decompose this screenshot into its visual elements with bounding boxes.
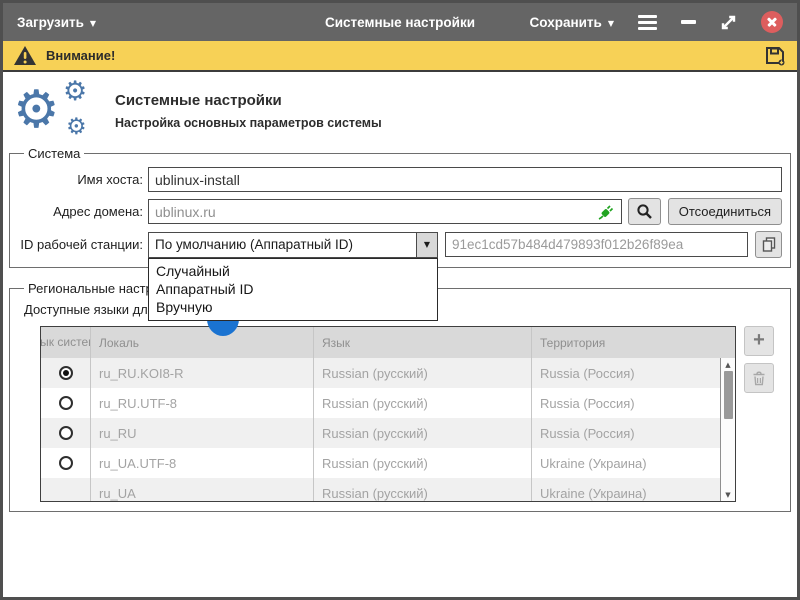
territory-cell: Russia (Россия) — [540, 395, 635, 411]
system-legend: Система — [28, 146, 81, 161]
copy-id-button[interactable] — [755, 231, 782, 258]
locale-radio[interactable] — [58, 396, 73, 410]
maximize-button[interactable] — [720, 14, 737, 31]
chevron-down-icon[interactable]: ▼ — [416, 232, 437, 257]
save-file-button[interactable] — [763, 44, 787, 68]
system-fieldset: Система Имя хоста: Адрес домена: — [9, 146, 791, 321]
table-row[interactable]: ru_RU.KOI8-R Russian (русский) Russia (Р… — [41, 358, 735, 388]
dropdown-option-random[interactable]: Случайный — [156, 262, 230, 279]
load-menu-label: Загрузить — [17, 14, 84, 30]
workstation-id-combobox[interactable]: По умолчанию (Аппаратный ID) ▼ Случайный… — [148, 231, 438, 321]
locale-radio[interactable] — [58, 456, 73, 470]
page-header: ⚙ ⚙ ⚙ Системные настройки Настройка осно… — [3, 76, 797, 146]
scroll-thumb[interactable] — [723, 371, 733, 419]
table-row[interactable]: ru_UA.UTF-8 Russian (русский) Ukraine (У… — [41, 448, 735, 478]
gear-icon: ⚙ — [63, 76, 88, 107]
locale-cell: ru_UA.UTF-8 — [91, 448, 314, 478]
dropdown-option-manual[interactable]: Вручную — [156, 298, 213, 315]
hardware-id-input[interactable] — [445, 232, 748, 257]
locale-radio[interactable] — [58, 426, 73, 440]
add-locale-button[interactable]: + — [744, 326, 774, 356]
locales-table: Язык системы Локаль Язык Территория ru_R… — [40, 326, 736, 502]
chevron-down-icon: ▼ — [607, 18, 614, 28]
copy-icon — [762, 237, 775, 252]
hostname-label: Имя хоста: — [77, 172, 143, 187]
territory-cell: Russia (Россия) — [540, 365, 635, 381]
locale-radio-selected[interactable] — [58, 366, 73, 380]
warning-text: Внимание! — [46, 48, 116, 63]
scroll-up-button[interactable]: ▲ — [725, 361, 731, 369]
language-cell: Russian (русский) — [314, 478, 532, 501]
plus-icon: + — [753, 329, 765, 351]
territory-cell: Ukraine (Украина) — [540, 485, 647, 501]
minimize-button[interactable] — [681, 20, 696, 24]
col-header-territory: Территория — [540, 335, 606, 350]
close-button[interactable] — [761, 11, 783, 33]
load-menu-button[interactable]: Загрузить ▼ — [17, 15, 96, 30]
disconnect-button[interactable]: Отсоединиться — [667, 198, 782, 225]
language-cell: Russian (русский) — [314, 418, 532, 448]
col-header-locale: Локаль — [91, 327, 314, 358]
scroll-down-button[interactable]: ▼ — [725, 491, 731, 499]
locale-cell: ru_RU — [91, 418, 314, 448]
territory-cell: Ukraine (Украина) — [540, 455, 647, 471]
search-domain-button[interactable] — [627, 198, 661, 225]
workstation-id-dropdown: Случайный Аппаратный ID Вручную — [148, 257, 438, 321]
combobox-value: По умолчанию (Аппаратный ID) — [155, 236, 354, 252]
table-row[interactable]: ru_RU Russian (русский) Russia (Россия) — [41, 418, 735, 448]
gears-app-icon: ⚙ ⚙ ⚙ — [11, 76, 103, 142]
workstation-id-label: ID рабочей станции: — [20, 237, 143, 252]
titlebar: Загрузить ▼ Системные настройки Сохранит… — [3, 3, 797, 41]
page-subtitle: Настройка основных параметров системы — [115, 116, 382, 130]
save-menu-label: Сохранить — [529, 14, 602, 30]
language-cell: Russian (русский) — [314, 388, 532, 418]
locale-cell: ru_RU.KOI8-R — [91, 358, 314, 388]
trash-icon — [753, 370, 765, 385]
dropdown-option-hardware-id[interactable]: Аппаратный ID — [156, 280, 254, 297]
table-row[interactable]: ru_RU.UTF-8 Russian (русский) Russia (Ро… — [41, 388, 735, 418]
floppy-save-icon — [766, 46, 785, 65]
expand-arrows-icon — [721, 15, 736, 29]
chevron-down-icon: ▼ — [89, 18, 97, 28]
col-header-language: Язык — [314, 327, 532, 358]
regional-legend: Региональные настр — [28, 281, 153, 296]
table-scrollbar[interactable]: ▲ ▼ — [720, 358, 735, 501]
warning-icon — [14, 46, 36, 65]
domain-input[interactable] — [148, 199, 622, 224]
table-row[interactable]: ru_UA Russian (русский) Ukraine (Украина… — [41, 478, 735, 501]
locale-cell: ru_RU.UTF-8 — [91, 388, 314, 418]
menu-button[interactable] — [638, 14, 657, 30]
language-cell: Russian (русский) — [314, 448, 532, 478]
save-menu-button[interactable]: Сохранить ▼ — [530, 15, 614, 30]
regional-fieldset: Региональные настр Доступные языки для Я… — [9, 281, 791, 512]
language-cell: Russian (русский) — [314, 358, 532, 388]
page-title: Системные настройки — [115, 92, 282, 109]
table-header-row: Язык системы Локаль Язык Территория — [41, 327, 735, 358]
delete-locale-button[interactable] — [744, 363, 774, 393]
col-header-system-language: Язык системы — [41, 327, 91, 358]
territory-cell: Russia (Россия) — [540, 425, 635, 441]
content-area: ⚙ ⚙ ⚙ Системные настройки Настройка осно… — [3, 72, 797, 597]
hamburger-icon — [638, 14, 657, 18]
locale-cell: ru_UA — [91, 478, 314, 501]
gear-icon: ⚙ — [13, 80, 60, 140]
hostname-input[interactable] — [148, 167, 782, 192]
warning-banner: Внимание! — [3, 41, 797, 72]
available-languages-label: Доступные языки для — [24, 302, 155, 317]
search-icon — [637, 204, 652, 219]
domain-label: Адрес домена: — [53, 204, 143, 219]
gear-icon: ⚙ — [66, 114, 87, 140]
